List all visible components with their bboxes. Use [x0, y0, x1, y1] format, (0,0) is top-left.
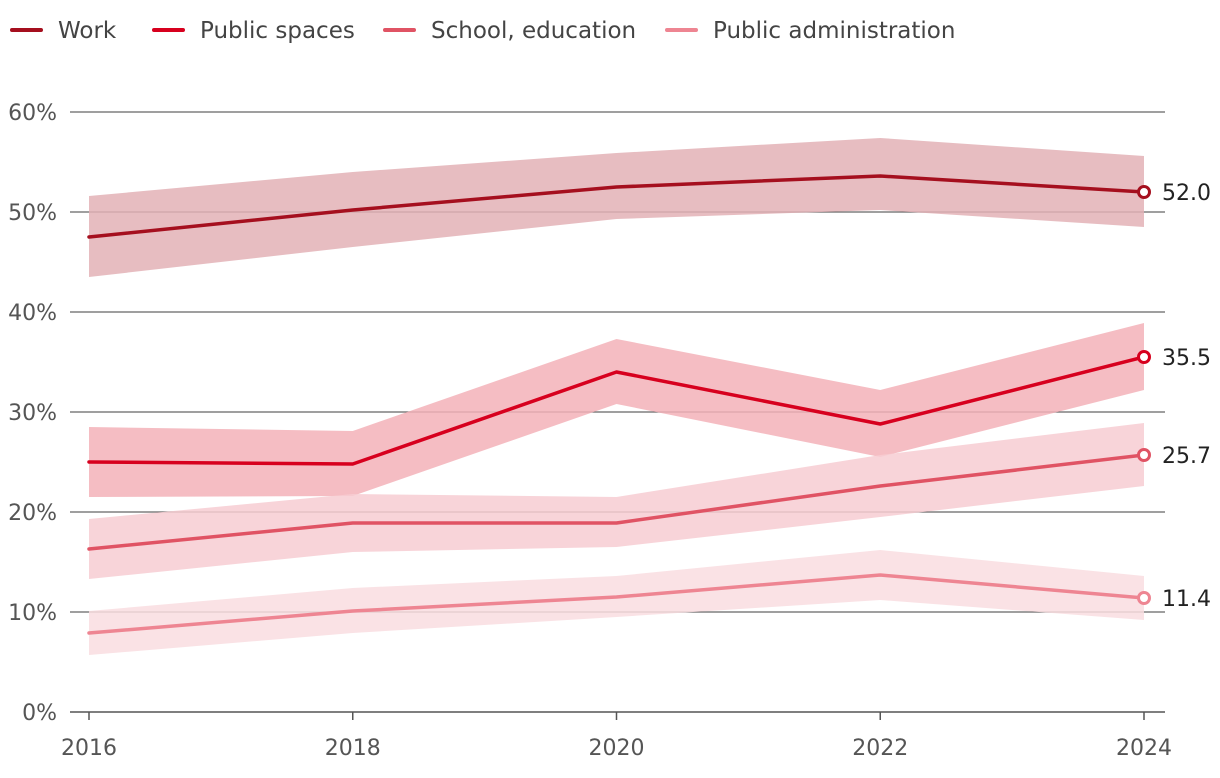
y-tick-label: 0%: [22, 701, 57, 726]
x-tick-label: 2022: [852, 736, 908, 761]
x-tick-label: 2016: [61, 736, 117, 761]
band-school-education: [89, 423, 1144, 579]
band-work: [89, 138, 1144, 277]
legend-label-public-administration: Public administration: [713, 18, 955, 44]
line-work: [87, 174, 1146, 239]
y-tick-label: 30%: [8, 401, 57, 426]
end-marker-public-administration: [1137, 591, 1151, 605]
line-school-education: [87, 453, 1146, 551]
end-label-work: 52.0: [1162, 181, 1211, 206]
end-label-school-education: 25.7: [1162, 444, 1211, 469]
end-label-public-administration: 11.4: [1162, 587, 1211, 612]
y-tick-label: 60%: [8, 101, 57, 126]
end-marker-public-spaces: [1137, 350, 1151, 364]
band-public-administration: [89, 550, 1144, 655]
axes: 0% 10% 20% 30% 40% 50% 60% 2016 2018 2020 2022 2024: [8, 101, 1172, 761]
y-tick-label: 50%: [8, 201, 57, 226]
y-tick-label: 20%: [8, 501, 57, 526]
end-markers: 52.0 35.5 25.7 11.4: [1137, 181, 1211, 612]
y-tick-label: 40%: [8, 301, 57, 326]
y-tick-label: 10%: [8, 601, 57, 626]
x-tick-label: 2018: [325, 736, 381, 761]
legend-label-public-spaces: Public spaces: [200, 18, 355, 44]
end-label-public-spaces: 35.5: [1162, 346, 1211, 371]
legend-label-work: Work: [58, 18, 117, 44]
x-tick-label: 2024: [1116, 736, 1172, 761]
legend-label-school-education: School, education: [431, 18, 636, 44]
band-public-spaces: [89, 323, 1144, 497]
end-marker-work: [1137, 185, 1151, 199]
series-lines: [87, 174, 1146, 635]
legend: Work Public spaces School, education Public…: [10, 18, 955, 44]
line-public-spaces: [87, 355, 1146, 466]
end-marker-school-education: [1137, 448, 1151, 462]
line-public-administration: [87, 573, 1146, 635]
x-tick-label: 2020: [589, 736, 645, 761]
